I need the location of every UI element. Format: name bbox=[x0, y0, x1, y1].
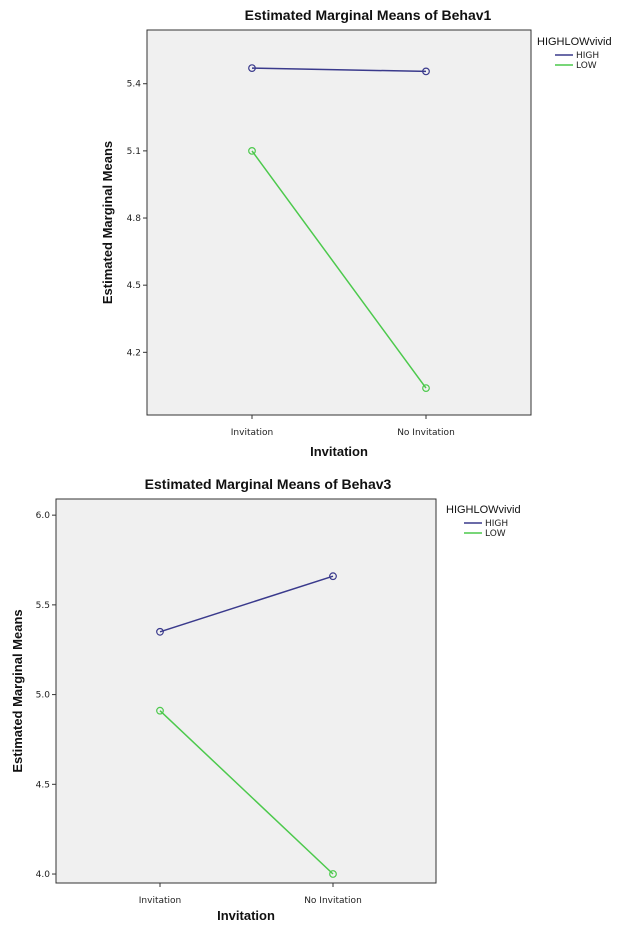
x-axis-label: Invitation bbox=[217, 908, 275, 923]
legend-title: HIGHLOWvivid bbox=[537, 36, 612, 48]
x-tick-label: No Invitation bbox=[397, 428, 455, 438]
y-tick-label: 4.2 bbox=[127, 348, 141, 358]
chart-behav3: Estimated Marginal Means of Behav3 4.0 4.5… bbox=[10, 476, 521, 923]
chart-behav1: Estimated Marginal Means of Behav1 4.2 4.5… bbox=[100, 7, 612, 459]
legend-label-high: HIGH bbox=[485, 519, 508, 529]
x-tick-label: No Invitation bbox=[304, 896, 362, 906]
series-line-high bbox=[159, 575, 334, 633]
data-point-low bbox=[329, 870, 337, 878]
data-point-high bbox=[329, 572, 337, 581]
legend-label-low: LOW bbox=[576, 61, 597, 71]
legend-title: HIGHLOWvivid bbox=[446, 504, 521, 516]
x-tick-label: Invitation bbox=[231, 428, 273, 438]
y-axis-label: Estimated Marginal Means bbox=[100, 141, 115, 304]
y-tick-label: 6.0 bbox=[36, 511, 51, 521]
legend-label-low: LOW bbox=[485, 529, 506, 539]
series-line-low bbox=[159, 710, 334, 875]
data-point-high bbox=[422, 67, 430, 76]
series-line-low bbox=[251, 150, 427, 389]
y-tick-label: 5.5 bbox=[36, 601, 50, 611]
data-point-high bbox=[156, 627, 164, 636]
series-line-high bbox=[251, 67, 427, 73]
y-tick-label: 4.5 bbox=[36, 780, 50, 790]
y-tick-label: 4.0 bbox=[36, 870, 51, 880]
y-tick-label: 5.0 bbox=[36, 691, 51, 701]
legend-label-high: HIGH bbox=[576, 51, 599, 61]
y-axis-label: Estimated Marginal Means bbox=[10, 609, 25, 772]
chart-title: Estimated Marginal Means of Behav1 bbox=[245, 7, 492, 23]
data-point-low bbox=[156, 706, 164, 715]
data-point-low bbox=[248, 146, 256, 155]
plot-area bbox=[146, 29, 532, 416]
x-axis-label: Invitation bbox=[310, 444, 368, 459]
y-tick-label: 4.5 bbox=[127, 281, 141, 291]
y-tick-label: 4.8 bbox=[127, 214, 142, 224]
y-tick-label: 5.1 bbox=[127, 147, 141, 157]
x-tick-label: Invitation bbox=[139, 896, 181, 906]
data-point-high bbox=[248, 64, 256, 72]
chart-title: Estimated Marginal Means of Behav3 bbox=[145, 476, 392, 492]
data-point-low bbox=[422, 384, 430, 393]
y-tick-label: 5.4 bbox=[127, 80, 142, 90]
plot-area bbox=[55, 498, 437, 884]
